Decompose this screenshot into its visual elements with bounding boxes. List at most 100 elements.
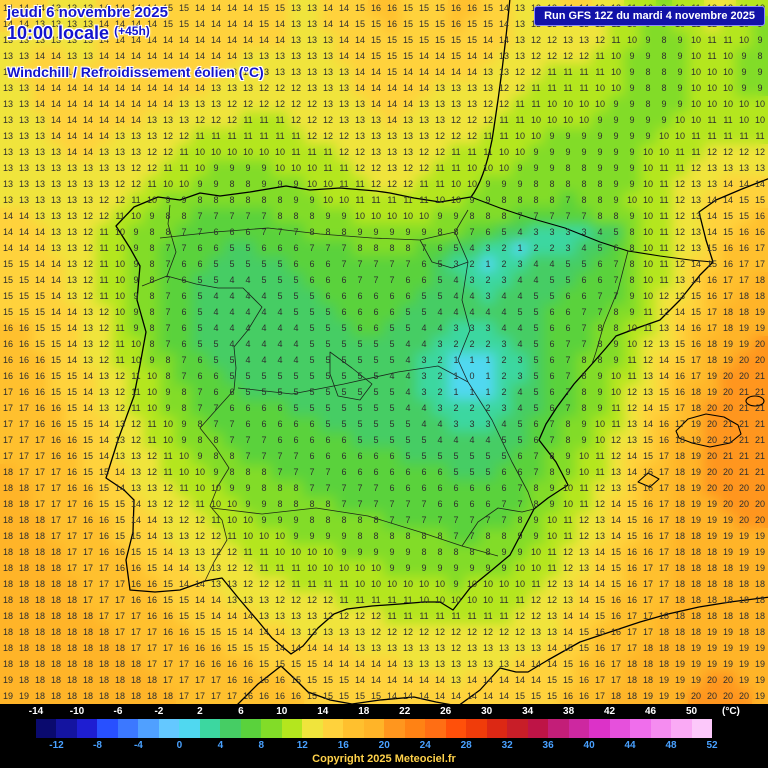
grid-value: 12 <box>274 99 285 109</box>
grid-value: 7 <box>245 211 251 221</box>
grid-value: 13 <box>386 147 397 157</box>
grid-value: 10 <box>290 163 301 173</box>
grid-value: 15 <box>178 19 189 29</box>
grid-value: 13 <box>306 35 317 45</box>
grid-value: 11 <box>483 131 493 141</box>
grid-value: 13 <box>514 35 525 45</box>
grid-value: 13 <box>322 51 333 61</box>
grid-color-cell <box>80 16 96 32</box>
grid-value: 8 <box>533 195 539 205</box>
grid-value: 13 <box>290 3 301 13</box>
grid-value: 9 <box>741 67 747 77</box>
grid-value: 7 <box>581 211 587 221</box>
grid-value: 8 <box>293 211 299 221</box>
grid-value: 12 <box>82 243 93 253</box>
grid-color-cell <box>64 112 80 128</box>
grid-value: 14 <box>50 51 61 61</box>
grid-value: 13 <box>354 131 365 141</box>
grid-value: 14 <box>82 131 93 141</box>
grid-value: 15 <box>434 3 445 13</box>
grid-value: 9 <box>229 163 235 173</box>
grid-value: 12 <box>450 131 461 141</box>
grid-value: 12 <box>722 147 733 157</box>
grid-value: 14 <box>66 83 77 93</box>
grid-value: 10 <box>642 147 653 157</box>
grid-value: 13 <box>34 115 45 125</box>
temperature-number-grid: 14 14 14 13 13 13 14 14 14 14 15 15 14 14 14 14 15 15 13 13… <box>3 3 765 701</box>
grid-value: 13 <box>162 115 173 125</box>
grid-value: 12 <box>226 99 237 109</box>
grid-value: 2 <box>501 243 507 253</box>
grid-value: 13 <box>130 131 141 141</box>
grid-value: 13 <box>194 99 205 109</box>
grid-value: 8 <box>645 83 651 93</box>
grid-value: 14 <box>706 227 717 237</box>
grid-value: 13 <box>34 195 45 205</box>
grid-value: 9 <box>661 99 667 109</box>
grid-value: 10 <box>274 147 285 157</box>
grid-value: 13 <box>98 163 109 173</box>
grid-value: 15 <box>418 19 429 29</box>
grid-value: 8 <box>661 83 667 93</box>
grid-color-cell <box>48 112 64 128</box>
grid-value: 10 <box>690 83 701 93</box>
grid-value: 13 <box>66 227 77 237</box>
grid-value: 9 <box>741 83 747 93</box>
grid-value: 8 <box>277 195 283 205</box>
grid-value: 9 <box>629 67 635 77</box>
grid-value: 10 <box>466 179 477 189</box>
grid-value: 13 <box>354 115 365 125</box>
grid-value: 9 <box>149 211 155 221</box>
grid-color-cell <box>48 16 64 32</box>
grid-value: 12 <box>354 147 365 157</box>
grid-value: 10 <box>578 115 589 125</box>
grid-value: 11 <box>707 115 717 125</box>
grid-value: 14 <box>18 243 29 253</box>
grid-color-cell <box>64 0 80 16</box>
grid-value: 15 <box>402 3 413 13</box>
grid-value: 15 <box>466 19 477 29</box>
grid-value: 14 <box>274 19 285 29</box>
grid-value: 14 <box>370 67 381 77</box>
grid-value: 14 <box>114 115 125 125</box>
grid-value: 14 <box>482 35 493 45</box>
grid-value: 14 <box>370 83 381 93</box>
grid-value: 14 <box>194 51 205 61</box>
grid-value: 8 <box>565 179 571 189</box>
grid-value: 13 <box>386 163 397 173</box>
grid-value: 11 <box>323 147 333 157</box>
grid-value: 10 <box>722 99 733 109</box>
grid-value: 8 <box>533 179 539 189</box>
grid-value: 9 <box>565 131 571 141</box>
grid-value: 14 <box>722 179 733 189</box>
grid-value: 12 <box>594 35 605 45</box>
grid-value: 11 <box>259 115 269 125</box>
grid-value: 9 <box>613 179 619 189</box>
grid-value: 13 <box>370 131 381 141</box>
grid-value: 14 <box>466 67 477 77</box>
grid-value: 10 <box>690 51 701 61</box>
grid-value: 13 <box>754 163 765 173</box>
grid-value: 9 <box>549 131 555 141</box>
grid-value: 11 <box>99 227 109 237</box>
grid-value: 14 <box>50 83 61 93</box>
grid-value: 14 <box>50 115 61 125</box>
grid-value: 16 <box>386 19 397 29</box>
grid-value: 10 <box>498 163 509 173</box>
grid-value: 13 <box>18 195 29 205</box>
grid-value: 13 <box>82 163 93 173</box>
grid-value: 13 <box>482 83 493 93</box>
grid-value: 10 <box>530 115 541 125</box>
grid-color-cell <box>64 64 80 80</box>
grid-value: 10 <box>338 195 349 205</box>
grid-value: 9 <box>629 83 635 93</box>
grid-value: 15 <box>402 35 413 45</box>
grid-value: 11 <box>483 147 493 157</box>
grid-value: 16 <box>450 19 461 29</box>
grid-value: 12 <box>674 211 685 221</box>
grid-value: 12 <box>466 115 477 125</box>
grid-value: 9 <box>341 211 347 221</box>
grid-value: 14 <box>98 51 109 61</box>
grid-value: 14 <box>178 51 189 61</box>
grid-value: 11 <box>691 131 701 141</box>
